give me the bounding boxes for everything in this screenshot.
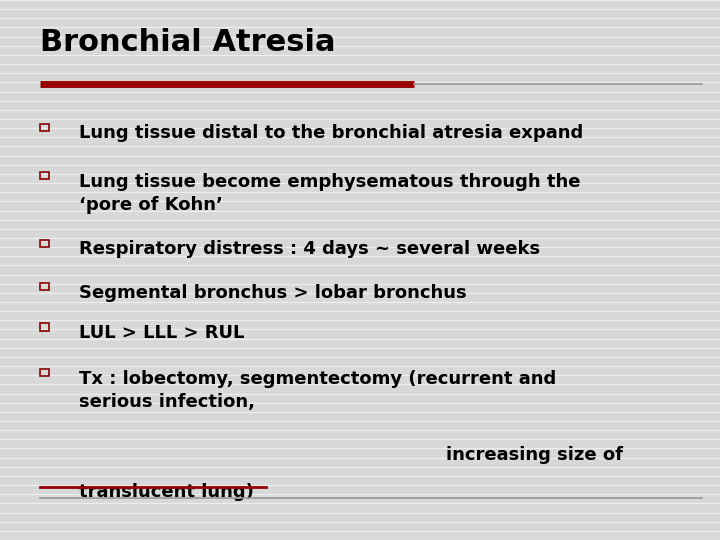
Text: translucent lung): translucent lung) xyxy=(79,483,254,501)
Bar xyxy=(40,172,49,179)
Bar xyxy=(40,240,49,247)
Text: Lung tissue distal to the bronchial atresia expand: Lung tissue distal to the bronchial atre… xyxy=(79,124,583,142)
Text: Lung tissue become emphysematous through the
‘pore of Kohn’: Lung tissue become emphysematous through… xyxy=(79,173,581,214)
Bar xyxy=(40,323,49,330)
Text: Respiratory distress : 4 days ~ several weeks: Respiratory distress : 4 days ~ several … xyxy=(79,240,540,258)
Text: Segmental bronchus > lobar bronchus: Segmental bronchus > lobar bronchus xyxy=(79,284,467,301)
Bar xyxy=(40,283,49,290)
Text: increasing size of: increasing size of xyxy=(446,446,624,463)
Text: LUL > LLL > RUL: LUL > LLL > RUL xyxy=(79,324,245,342)
Bar xyxy=(40,124,49,131)
Text: Tx : lobectomy, segmentectomy (recurrent and
serious infection,: Tx : lobectomy, segmentectomy (recurrent… xyxy=(79,370,557,411)
Text: Bronchial Atresia: Bronchial Atresia xyxy=(40,28,335,57)
Bar xyxy=(40,369,49,376)
